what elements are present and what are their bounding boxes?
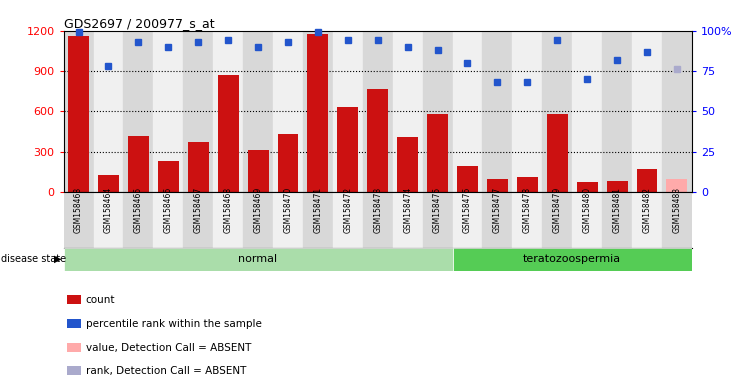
Bar <box>183 31 213 192</box>
Bar <box>183 192 213 248</box>
Bar <box>423 31 453 192</box>
Bar <box>662 192 692 248</box>
Bar <box>547 114 568 192</box>
Bar <box>457 167 478 192</box>
Bar <box>243 31 273 192</box>
Text: count: count <box>85 295 115 305</box>
Text: value, Detection Call = ABSENT: value, Detection Call = ABSENT <box>85 343 251 353</box>
Bar <box>67 295 81 304</box>
Bar <box>158 161 179 192</box>
Bar <box>273 31 303 192</box>
Bar <box>307 34 328 192</box>
Bar <box>487 179 508 192</box>
Text: teratozoospermia: teratozoospermia <box>523 254 622 264</box>
Bar <box>218 75 239 192</box>
Bar <box>123 192 153 248</box>
Bar <box>123 31 153 192</box>
FancyBboxPatch shape <box>64 248 453 271</box>
Text: ▶: ▶ <box>54 254 61 264</box>
Bar <box>632 192 662 248</box>
Bar <box>67 366 81 376</box>
Bar <box>67 343 81 353</box>
Bar <box>153 192 183 248</box>
Bar <box>542 31 572 192</box>
Text: disease state: disease state <box>1 254 66 264</box>
Bar <box>64 31 94 192</box>
Bar <box>333 31 363 192</box>
Bar <box>243 192 273 248</box>
Bar <box>248 150 269 192</box>
FancyBboxPatch shape <box>453 248 692 271</box>
Bar <box>337 107 358 192</box>
Bar <box>128 136 149 192</box>
Bar <box>632 31 662 192</box>
Bar <box>482 192 512 248</box>
Bar <box>577 182 598 192</box>
Bar <box>64 192 94 248</box>
Bar <box>393 192 423 248</box>
Bar <box>333 192 363 248</box>
Bar <box>423 192 453 248</box>
Bar <box>512 31 542 192</box>
Bar <box>427 114 448 192</box>
Bar <box>278 134 298 192</box>
Bar <box>482 31 512 192</box>
Bar <box>94 192 123 248</box>
Bar <box>602 31 632 192</box>
Bar <box>393 31 423 192</box>
Bar <box>98 174 119 192</box>
Bar <box>607 181 628 192</box>
Bar <box>572 192 602 248</box>
Bar <box>273 192 303 248</box>
Bar <box>213 31 243 192</box>
Bar <box>303 31 333 192</box>
Bar <box>453 31 482 192</box>
Bar <box>602 192 632 248</box>
Text: percentile rank within the sample: percentile rank within the sample <box>85 318 262 329</box>
Bar <box>153 31 183 192</box>
Bar <box>67 319 81 328</box>
Text: rank, Detection Call = ABSENT: rank, Detection Call = ABSENT <box>85 366 246 376</box>
Bar <box>572 31 602 192</box>
Bar <box>637 169 657 192</box>
Bar <box>363 31 393 192</box>
Text: normal: normal <box>239 254 278 264</box>
Bar <box>94 31 123 192</box>
Bar <box>68 36 89 192</box>
Text: GDS2697 / 200977_s_at: GDS2697 / 200977_s_at <box>64 17 214 30</box>
Bar <box>188 142 209 192</box>
Bar <box>517 177 538 192</box>
Bar <box>363 192 393 248</box>
Bar <box>512 192 542 248</box>
Bar <box>453 192 482 248</box>
Bar <box>213 192 243 248</box>
Bar <box>542 192 572 248</box>
Bar <box>367 89 388 192</box>
Bar <box>666 179 687 192</box>
Bar <box>662 31 692 192</box>
Bar <box>303 192 333 248</box>
Bar <box>397 137 418 192</box>
